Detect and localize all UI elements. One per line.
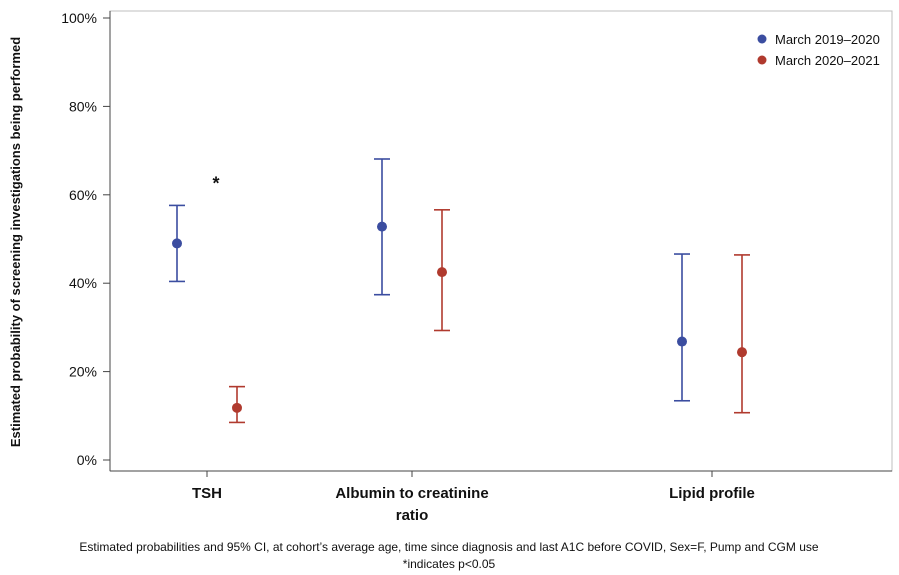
legend-label: March 2019–2020 <box>775 32 880 47</box>
y-axis: 0% 20% 40% 60% 80% 100% <box>61 10 111 471</box>
legend: March 2019–2020 March 2020–2021 <box>757 32 880 68</box>
y-tick-label: 100% <box>61 10 97 26</box>
data-point <box>437 267 447 278</box>
legend-label: March 2020–2021 <box>775 53 880 68</box>
data-point <box>172 238 182 249</box>
x-tick-label-3: Lipid profile <box>669 485 755 502</box>
x-tick-label-line: Albumin to creatinine <box>335 485 488 502</box>
caption-line: *indicates p<0.05 <box>403 557 496 571</box>
data-point <box>737 347 747 358</box>
y-tick-label: 20% <box>69 364 97 380</box>
data-point <box>232 402 242 413</box>
caption-line: Estimated probabilities and 95% CI, at c… <box>79 540 818 554</box>
caption: Estimated probabilities and 95% CI, at c… <box>79 540 818 571</box>
data-marks: * <box>169 158 750 424</box>
legend-swatch <box>757 34 767 44</box>
x-tick-label-1: TSH <box>192 485 222 502</box>
x-tick-label-line: TSH <box>192 485 222 502</box>
y-tick-label: 80% <box>69 98 97 114</box>
data-point <box>377 221 387 232</box>
significance-marker: * <box>212 173 219 193</box>
data-point <box>677 336 687 347</box>
x-tick-label-line: Lipid profile <box>669 485 755 502</box>
x-axis: TSH Albumin to creatinine ratio Lipid profi… <box>110 470 892 524</box>
legend-swatch <box>757 55 767 65</box>
y-tick-label: 0% <box>77 452 97 468</box>
x-tick-label-2: Albumin to creatinine ratio <box>335 485 488 524</box>
plot-frame <box>109 10 893 472</box>
y-tick-label: 40% <box>69 275 97 291</box>
y-tick-label: 60% <box>69 187 97 203</box>
x-tick-label-line: ratio <box>396 507 429 524</box>
y-axis-label: Estimated probability of screening inves… <box>8 37 23 447</box>
